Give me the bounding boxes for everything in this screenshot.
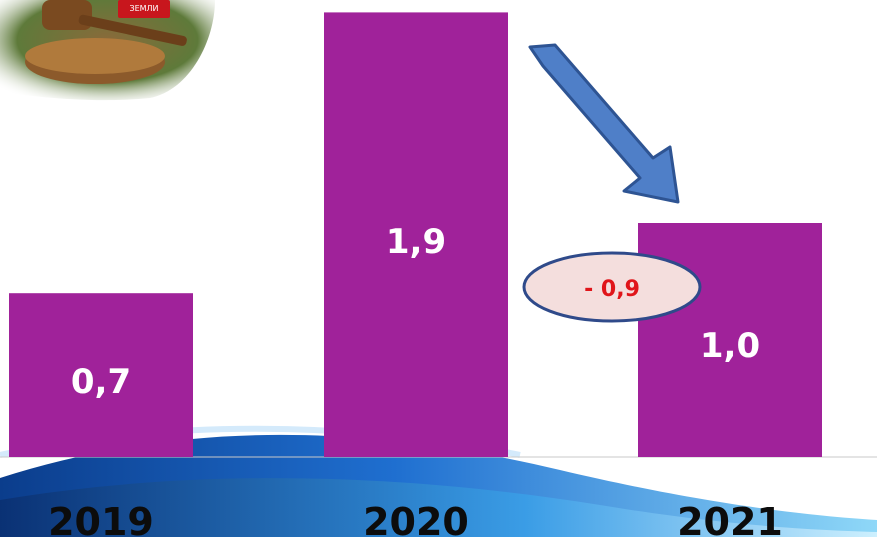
category-label-2019: 2019 (48, 500, 154, 537)
change-label: - 0,9 (584, 277, 640, 302)
value-label-2019: 0,7 (71, 362, 131, 402)
arrow-down-right-icon (528, 43, 680, 204)
category-label-2021: 2021 (677, 500, 783, 537)
value-label-2021: 1,0 (700, 326, 760, 366)
value-label-2020: 1,9 (386, 222, 446, 262)
change-bubble: - 0,9 (522, 251, 702, 323)
bar-2020 (324, 12, 508, 458)
category-label-2020: 2020 (363, 500, 469, 537)
bar-2019 (9, 293, 193, 457)
logo-text: ЗЕМЛИ (129, 4, 158, 13)
gavel-photo: ЗЕМЛИ (0, 0, 215, 101)
